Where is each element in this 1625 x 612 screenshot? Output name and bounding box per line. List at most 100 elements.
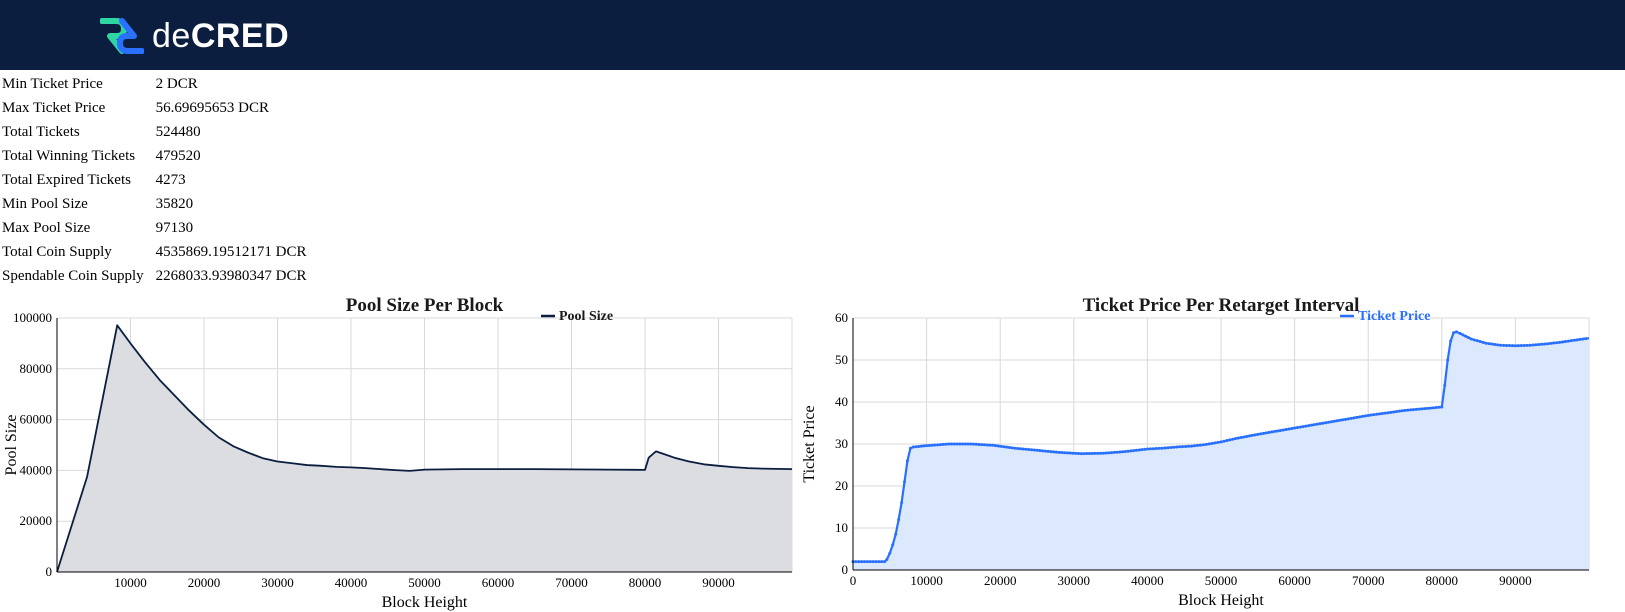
stat-label: Max Ticket Price: [2, 100, 106, 116]
data-point: [1307, 424, 1311, 428]
data-point: [983, 443, 987, 447]
data-point: [1163, 446, 1167, 450]
data-point: [1329, 420, 1333, 424]
data-point: [1101, 451, 1105, 455]
data-point: [933, 443, 937, 447]
stats-row: Spendable Coin Supply 2268033.93980347 DC…: [0, 264, 309, 288]
data-point: [1245, 434, 1249, 438]
data-point: [1016, 446, 1020, 450]
data-point: [938, 443, 942, 447]
data-point: [1107, 451, 1111, 455]
data-point: [1549, 341, 1553, 345]
data-point: [1312, 423, 1316, 427]
data-point: [1129, 449, 1133, 453]
data-point: [1428, 406, 1432, 410]
data-point: [1010, 446, 1014, 450]
data-point: [1157, 446, 1161, 450]
data-point: [1145, 447, 1149, 451]
data-point: [1508, 344, 1512, 348]
data-point: [1261, 431, 1265, 435]
y-tick-label: 30: [835, 436, 848, 451]
data-point: [1383, 411, 1387, 415]
data-point: [952, 442, 956, 446]
logo-wordmark: deCRED: [152, 16, 289, 56]
y-tick-label: 20000: [20, 513, 53, 528]
data-point: [1198, 443, 1202, 447]
data-point: [1043, 449, 1047, 453]
x-tick-label: 60000: [482, 575, 515, 590]
x-tick-label: 40000: [335, 575, 368, 590]
data-point: [1172, 445, 1176, 449]
x-tick-label: 30000: [261, 575, 294, 590]
stats-row: Min Pool Size 35820: [0, 192, 309, 216]
data-point: [941, 442, 945, 446]
data-point: [1098, 451, 1102, 455]
data-point: [1395, 410, 1399, 414]
data-point: [1151, 447, 1155, 451]
x-tick-label: 70000: [1352, 573, 1385, 588]
data-point: [1115, 450, 1119, 454]
x-tick-label: 10000: [114, 575, 147, 590]
stat-value: 56.69695653 DCR: [155, 100, 270, 116]
data-point: [1054, 450, 1058, 454]
data-point: [1516, 344, 1520, 348]
data-point: [1458, 332, 1462, 336]
data-point: [1079, 452, 1083, 456]
x-tick-label: 80000: [1426, 573, 1459, 588]
data-point: [1256, 432, 1260, 436]
data-point: [960, 442, 964, 446]
data-point: [1335, 419, 1339, 423]
data-point: [1228, 438, 1232, 442]
data-point: [1121, 450, 1125, 454]
data-point: [972, 442, 976, 446]
data-point: [1446, 358, 1450, 362]
data-point: [1035, 448, 1039, 452]
y-tick-label: 60000: [20, 412, 53, 427]
data-point: [1005, 445, 1009, 449]
data-point: [1525, 343, 1529, 347]
logo-text-bold: CRED: [190, 17, 290, 55]
data-point: [1175, 445, 1179, 449]
data-point: [1572, 338, 1576, 342]
stat-label: Total Coin Supply: [2, 244, 112, 260]
stat-value: 35820: [155, 196, 194, 212]
data-point: [891, 543, 895, 547]
stat-label: Min Pool Size: [2, 196, 88, 212]
data-point: [1437, 405, 1441, 409]
data-point: [1024, 447, 1028, 451]
data-point: [900, 501, 904, 505]
data-point: [1420, 407, 1424, 411]
data-point: [999, 444, 1003, 448]
data-point: [925, 444, 929, 448]
data-point: [1018, 447, 1022, 451]
data-point: [1566, 339, 1570, 343]
data-point: [1276, 429, 1280, 433]
data-point: [947, 442, 951, 446]
data-point: [1104, 451, 1108, 455]
data-point: [1242, 435, 1246, 439]
stat-value: 479520: [155, 148, 201, 164]
data-point: [1093, 451, 1097, 455]
data-point: [885, 558, 889, 561]
data-point: [1304, 424, 1308, 428]
data-point: [1361, 414, 1365, 418]
data-point: [1253, 433, 1257, 437]
chart-title: Ticket Price Per Retarget Interval: [1083, 295, 1360, 316]
decred-logo[interactable]: deCRED: [100, 16, 289, 56]
data-point: [1074, 451, 1078, 455]
data-point: [1293, 426, 1297, 430]
data-point: [1178, 445, 1182, 449]
data-point: [1284, 427, 1288, 431]
data-point: [1327, 420, 1331, 424]
data-point: [1041, 449, 1045, 453]
data-point: [1543, 342, 1547, 346]
stats-row: Max Pool Size 97130: [0, 216, 309, 240]
x-tick-label: 50000: [408, 575, 441, 590]
data-point: [1481, 340, 1485, 344]
stat-label: Total Winning Tickets: [2, 148, 136, 164]
data-point: [991, 443, 995, 447]
data-point: [1452, 331, 1456, 335]
data-point: [1046, 449, 1050, 453]
stat-value: 2 DCR: [155, 76, 198, 92]
data-point: [1578, 337, 1582, 341]
